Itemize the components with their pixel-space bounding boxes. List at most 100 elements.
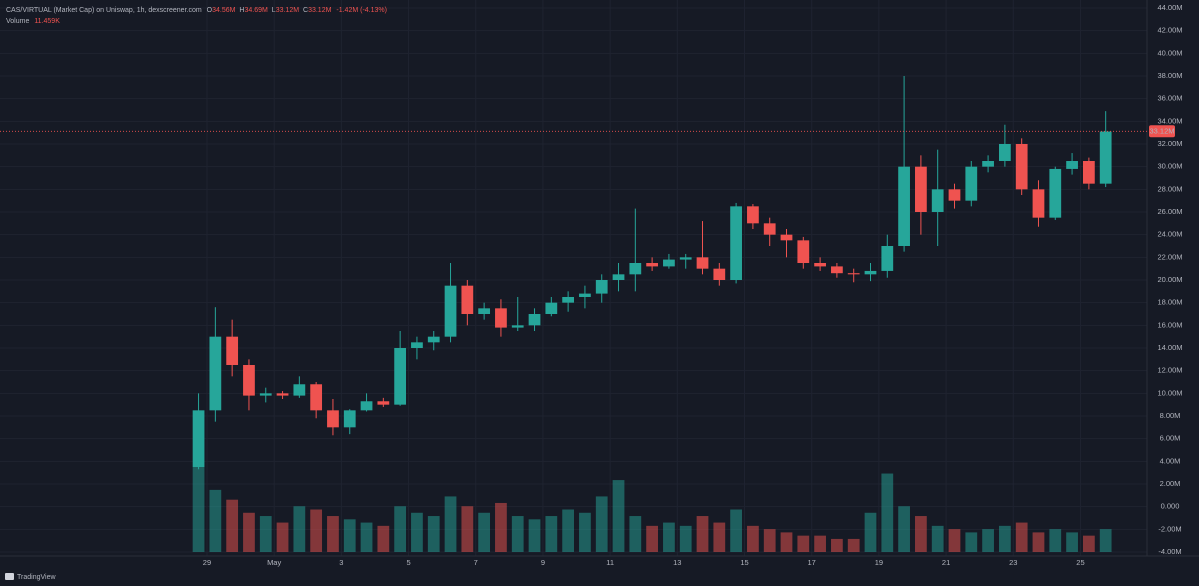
candle-body [948, 189, 961, 201]
candle-body [360, 401, 373, 411]
branding: TradingView [5, 573, 56, 581]
candle-body [1049, 168, 1062, 218]
y-tick-label: 18.00M [1157, 298, 1182, 307]
x-tick-label: 11 [606, 558, 614, 567]
candle-body [730, 206, 742, 280]
y-tick-label: 44.00M [1157, 3, 1182, 12]
volume-bar [797, 535, 810, 552]
candle-body [276, 393, 289, 396]
x-tick-label: 15 [740, 558, 748, 567]
candle-body [259, 393, 272, 396]
candle-body [915, 166, 927, 212]
candle-body [461, 285, 474, 314]
volume-bar [343, 519, 356, 552]
ohlc-key: O [207, 7, 213, 14]
candle-body [1015, 144, 1028, 190]
candle-body [931, 189, 944, 212]
y-tick-label: 32.00M [1157, 139, 1182, 148]
candle-body [847, 273, 860, 275]
y-tick-label: 34.00M [1157, 116, 1182, 125]
candle-body [1032, 189, 1045, 218]
volume-bar [411, 512, 423, 552]
ohlc-value: 33.12M [308, 7, 332, 14]
volume-bar [495, 502, 507, 552]
ohlc-value: 34.56M [212, 7, 236, 14]
x-tick-label: 13 [673, 558, 681, 567]
volume-bar [679, 525, 692, 552]
volume-bar [663, 522, 675, 552]
candle-body [444, 285, 457, 337]
x-tick-label: 3 [339, 558, 343, 567]
candle-body [226, 336, 239, 365]
y-tick-label: 14.00M [1157, 343, 1182, 352]
candle-body [982, 161, 994, 167]
candle-body [696, 257, 709, 269]
candle-body [511, 325, 524, 328]
y-tick-label: 8.00M [1160, 411, 1181, 420]
brand-text: TradingView [17, 574, 56, 581]
y-tick-label: 2.00M [1160, 479, 1181, 488]
ohlc-value: 33.12M [276, 7, 300, 14]
x-tick-label: 17 [808, 558, 816, 567]
candle-body [545, 302, 558, 314]
chart-title: CAS/VIRTUAL (Market Cap) on Uniswap, 1h,… [6, 7, 387, 14]
y-tick-label: 36.00M [1157, 94, 1182, 103]
y-tick-label: 16.00M [1157, 320, 1182, 329]
y-tick-label: 6.00M [1160, 434, 1181, 443]
volume-bar [478, 512, 491, 552]
volume-bar [1099, 529, 1112, 552]
candle-body [1082, 161, 1095, 184]
volume-bar [427, 516, 440, 552]
volume-bar [747, 525, 759, 552]
y-tick-label: 40.00M [1157, 48, 1182, 57]
y-tick-label: 20.00M [1157, 275, 1182, 284]
volume-bar [226, 499, 239, 552]
candle-body [192, 410, 205, 467]
candle-body [411, 342, 423, 348]
grid [0, 0, 1147, 556]
volume-bar [915, 516, 927, 552]
y-tick-label: 26.00M [1157, 207, 1182, 216]
candle-body [209, 336, 222, 411]
volume-bar [1032, 532, 1045, 552]
candles [192, 76, 1112, 470]
y-tick-label: 24.00M [1157, 230, 1182, 239]
volume-bar [1066, 532, 1078, 552]
volume-bar [377, 525, 390, 552]
volume-bar [864, 512, 877, 552]
x-tick-label: May [267, 558, 281, 567]
x-tick-label: 21 [942, 558, 950, 567]
volume-bar [360, 522, 373, 552]
volume-bar [629, 516, 642, 552]
y-tick-label: 22.00M [1157, 252, 1182, 261]
ohlc-value: 34.69M [244, 7, 268, 14]
ohlc-key: L [272, 7, 276, 14]
y-tick-label: 12.00M [1157, 366, 1182, 375]
y-tick-label: 38.00M [1157, 71, 1182, 80]
candle-body [310, 384, 323, 411]
y-tick-label: -4.00M [1158, 547, 1181, 556]
candle-body [646, 263, 658, 267]
title: CAS/VIRTUAL (Market Cap) on Uniswap, 1h,… [6, 7, 202, 14]
volume-bar [528, 519, 541, 552]
volume-bar [545, 516, 558, 552]
volume-bar [847, 538, 860, 552]
ohlc-key: C [303, 7, 308, 14]
volume-bar [1049, 529, 1062, 552]
candle-body [293, 384, 306, 396]
candle-body [579, 293, 591, 297]
y-tick-label: 10.00M [1157, 388, 1182, 397]
volume-bar [814, 535, 826, 552]
volume-bar [831, 538, 843, 552]
y-tick-label: 0.000 [1161, 502, 1180, 511]
volume-pane [192, 467, 1112, 552]
volume-bar [931, 525, 944, 552]
x-tick-label: 29 [203, 558, 211, 567]
x-tick-label: 9 [541, 558, 545, 567]
candle-body [831, 266, 843, 274]
candle-body [377, 401, 390, 405]
volume-bar [898, 506, 910, 552]
volume-bar [192, 467, 205, 552]
candle-body [814, 263, 826, 267]
